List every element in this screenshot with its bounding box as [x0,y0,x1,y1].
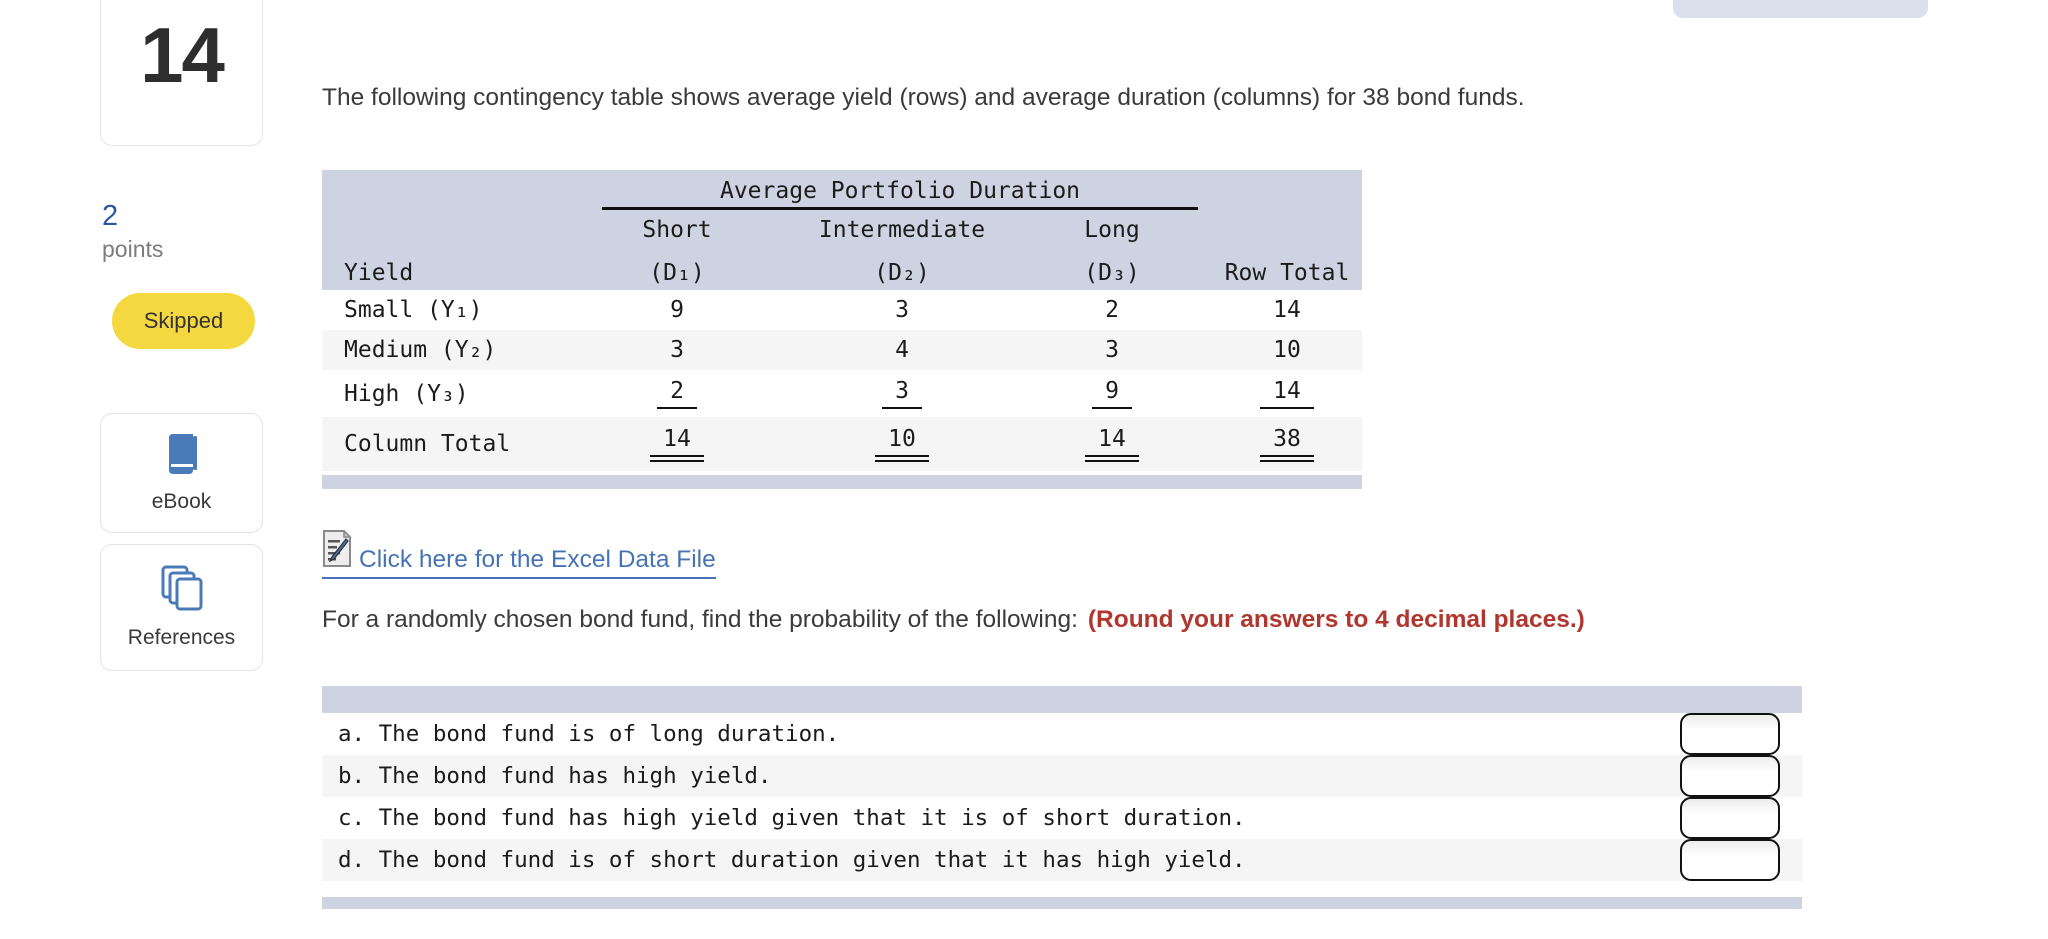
intro-text: The following contingency table shows av… [322,84,1525,111]
answer-text: d. The bond fund is of short duration gi… [338,847,1246,873]
table-footer-strip [322,475,1362,489]
answer-input-d[interactable] [1680,839,1780,881]
table-row-medium: Medium (Y₂) 3 4 3 10 [322,330,1362,370]
table-row-high: High (Y₃) 2 3 9 14 [322,370,1362,417]
table-row-small: Small (Y₁) 9 3 2 14 [322,290,1362,330]
status-badge-label: Skipped [143,308,224,333]
col-symbol-d2: (D₂) [874,260,930,286]
prompt-main: For a randomly chosen bond fund, find th… [322,606,1078,633]
total-value-double-underlined: 10 [875,427,929,463]
col-header-long: Long [1084,217,1140,243]
answers-table-gap [322,881,1802,897]
group-header: Average Portfolio Duration [602,178,1198,210]
row-label: Column Total [344,431,511,457]
cell-value: 2 [1105,297,1119,323]
col-header-short: Short [642,217,712,243]
cell-value: 14 [1273,297,1301,323]
references-label: References [127,626,236,649]
cell-value-underlined: 14 [1260,379,1314,410]
total-value-double-underlined: 38 [1260,427,1314,463]
answer-row-b: b. The bond fund has high yield. [322,755,1802,797]
answer-input-b[interactable] [1680,755,1780,797]
row-total-header: Row Total [1224,260,1350,286]
row-axis-label: Yield [344,260,414,286]
table-row-column-total: Column Total 14 10 14 38 [322,417,1362,471]
ebook-label: eBook [151,489,212,513]
answer-input-a[interactable] [1680,713,1780,755]
status-badge: Skipped [112,293,255,349]
cell-value-underlined: 2 [657,379,697,410]
col-header-intermediate: Intermediate [818,217,986,243]
answer-text: a. The bond fund is of long duration. [338,721,840,747]
cell-value: 9 [670,297,684,323]
points-label: points [102,236,164,262]
col-symbol-d1: (D₁) [649,260,705,286]
points-value: 2 [102,200,119,232]
rounding-instruction: (Round your answers to 4 decimal places.… [1087,606,1585,633]
answer-text: c. The bond fund has high yield given th… [338,805,1246,831]
cell-value: 3 [670,337,684,363]
excel-file-icon [322,529,352,574]
row-label: Medium (Y₂) [344,337,497,363]
cell-value: 4 [895,337,909,363]
row-label: Small (Y₁) [344,297,483,323]
contingency-table-header: Average Portfolio Duration Short Interme… [322,170,1362,290]
excel-data-file-link[interactable]: Click here for the Excel Data File [322,529,716,579]
ebook-icon [163,433,201,480]
cell-value: 3 [1105,337,1119,363]
answer-text: b. The bond fund has high yield. [338,763,772,789]
total-value-double-underlined: 14 [1085,427,1139,463]
cell-value-underlined: 3 [882,379,922,410]
contingency-table: Average Portfolio Duration Short Interme… [322,170,1362,489]
answers-table-footer-strip [322,897,1802,909]
references-button[interactable]: References [100,544,263,671]
prompt-text: For a randomly chosen bond fund, find th… [322,606,1585,634]
answer-row-d: d. The bond fund is of short duration gi… [322,839,1802,881]
excel-link-label: Click here for the Excel Data File [359,546,716,573]
cell-value: 10 [1273,337,1301,363]
row-label: High (Y₃) [344,380,469,407]
total-value-double-underlined: 14 [650,427,704,463]
col-symbol-d3: (D₃) [1084,260,1140,286]
question-number-card: 14 [100,0,263,146]
answers-table: a. The bond fund is of long duration. b.… [322,686,1802,909]
points-block: 2 points [102,200,163,263]
ebook-button[interactable]: eBook [100,413,263,533]
answers-table-header-strip [322,686,1802,713]
cell-value: 3 [895,297,909,323]
question-number: 14 [140,10,225,99]
top-right-button[interactable] [1673,0,1928,18]
answer-input-c[interactable] [1680,797,1780,839]
answer-row-c: c. The bond fund has high yield given th… [322,797,1802,839]
references-icon [160,565,204,616]
cell-value-underlined: 9 [1092,379,1132,410]
answer-row-a: a. The bond fund is of long duration. [322,713,1802,755]
